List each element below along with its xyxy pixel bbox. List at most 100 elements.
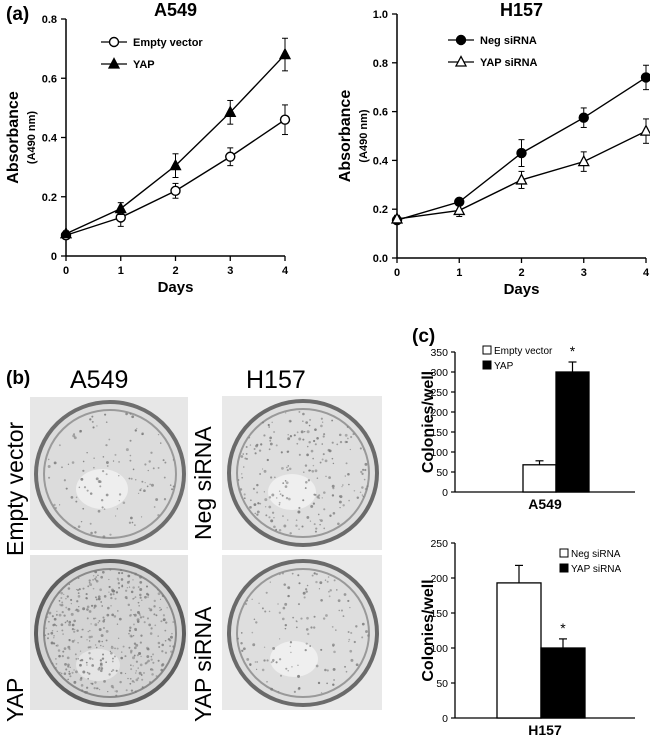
legend-label: YAP siRNA [480, 57, 538, 69]
y-tick-label: 200 [430, 573, 448, 585]
line-chart-a549: A549 0 0.2 0.4 0.6 0.8 0 1 2 3 4 Days Absorbance (A49… [5, 0, 292, 296]
legend-marker [455, 34, 467, 46]
y-tick-label: 250 [430, 538, 448, 550]
y-axis-label: Absorbance [337, 90, 354, 183]
y-tick-label: 0.8 [42, 14, 57, 26]
legend-marker [107, 57, 121, 69]
data-point [640, 72, 650, 83]
y-axis-label: Colonies/well [420, 579, 437, 681]
bar-1 [555, 371, 590, 493]
y-tick-label: 50 [436, 678, 448, 690]
x-tick-label: 4 [282, 265, 289, 277]
data-point [578, 112, 589, 123]
legend-label: Empty vector [494, 346, 553, 357]
y-axis-label-unit: (A490 nm) [26, 111, 38, 165]
y-tick-label: 100 [430, 447, 448, 459]
x-tick-label: 4 [643, 267, 650, 279]
legend-marker [108, 36, 120, 48]
x-tick-label: 2 [172, 265, 178, 277]
bar-chart-a549: 0 50 100 150 200 250 300 350 A549 Colonies/well Em… [420, 343, 635, 512]
bar-0 [522, 464, 557, 493]
y-tick-label: 0.8 [373, 58, 388, 70]
legend-swatch [559, 548, 569, 558]
y-tick-label: 300 [430, 367, 448, 379]
y-axis-label: Absorbance [5, 91, 22, 184]
legend-marker [454, 55, 468, 67]
y-tick-label: 350 [430, 347, 448, 359]
series-line-1 [65, 54, 286, 235]
legend-label: Neg siRNA [571, 549, 621, 560]
x-axis-label: Days [158, 279, 194, 296]
y-tick-label: 0.4 [42, 133, 58, 145]
y-tick-label: 0 [442, 487, 448, 499]
photo-header-a549: A549 [70, 366, 129, 394]
x-axis-label: Days [504, 281, 540, 298]
row-label-yap: YAP [2, 677, 28, 722]
y-tick-label: 100 [430, 643, 448, 655]
y-axis-label: Colonies/well [420, 371, 437, 473]
legend-label: YAP [133, 59, 155, 71]
x-axis-label: H157 [528, 722, 562, 738]
bar-0 [496, 582, 542, 719]
bar-chart-h157: 0 50 100 150 200 250 H157 Colonies/well Neg siRN… [420, 538, 635, 738]
panel-label-a: (a) [6, 4, 30, 25]
x-tick-label: 2 [518, 267, 524, 279]
colony-plate-neg-sirna [222, 396, 382, 550]
row-label-empty-vector: Empty vector [2, 421, 28, 556]
y-tick-label: 0.4 [373, 155, 389, 167]
data-point [169, 158, 182, 171]
y-tick-label: 150 [430, 427, 448, 439]
x-tick-label: 1 [456, 267, 462, 279]
legend-label: Neg siRNA [480, 35, 537, 47]
y-tick-label: 0.6 [42, 73, 57, 85]
data-point [114, 201, 127, 214]
row-label-yap-sirna: YAP siRNA [190, 606, 216, 722]
data-point [278, 47, 292, 60]
line-chart-h157: H157 0.0 0.2 0.4 0.6 0.8 1.0 0 1 2 3 4 Days Absorbanc… [337, 0, 650, 298]
data-point [577, 154, 590, 167]
chart-title: H157 [500, 0, 543, 20]
legend-label: YAP siRNA [571, 564, 622, 575]
y-tick-label: 250 [430, 387, 448, 399]
y-tick-label: 1.0 [373, 9, 388, 21]
data-point [225, 151, 236, 162]
y-tick-label: 50 [436, 467, 448, 479]
y-tick-label: 200 [430, 407, 448, 419]
panel-label-c: (c) [412, 326, 436, 347]
legend-label: YAP [494, 361, 514, 372]
significance-mark: * [570, 343, 576, 359]
x-tick-label: 1 [118, 265, 124, 277]
data-point [170, 185, 181, 197]
x-axis-label: A549 [528, 496, 562, 512]
data-point [224, 105, 237, 117]
y-tick-label: 0 [442, 713, 448, 725]
data-point [59, 226, 73, 239]
data-point [639, 124, 650, 136]
data-point [515, 173, 528, 185]
data-point [453, 203, 466, 216]
colony-plate-empty-vector [30, 397, 188, 550]
x-tick-label: 3 [581, 267, 587, 279]
y-tick-label: 0.0 [373, 253, 388, 265]
y-tick-label: 0.6 [373, 107, 388, 119]
significance-mark: * [560, 620, 566, 636]
colony-plate-yap [30, 555, 188, 710]
y-axis-label-unit: (A490 nm) [358, 109, 370, 163]
data-point [279, 114, 291, 125]
panel-label-b: (b) [6, 368, 31, 389]
y-tick-label: 0.2 [42, 192, 57, 204]
chart-title: A549 [154, 0, 197, 20]
x-tick-label: 0 [394, 267, 400, 279]
legend-label: Empty vector [133, 37, 203, 49]
x-tick-label: 3 [227, 265, 233, 277]
bar-1 [540, 647, 586, 719]
legend-swatch [482, 360, 492, 370]
data-point [516, 147, 527, 159]
colony-plate-yap-sirna [222, 555, 382, 710]
legend-swatch [482, 345, 492, 355]
data-point [390, 212, 404, 224]
x-tick-label: 0 [63, 265, 69, 277]
y-tick-label: 0 [51, 251, 57, 263]
y-tick-label: 0.2 [373, 204, 388, 216]
photo-header-h157: H157 [246, 366, 306, 394]
